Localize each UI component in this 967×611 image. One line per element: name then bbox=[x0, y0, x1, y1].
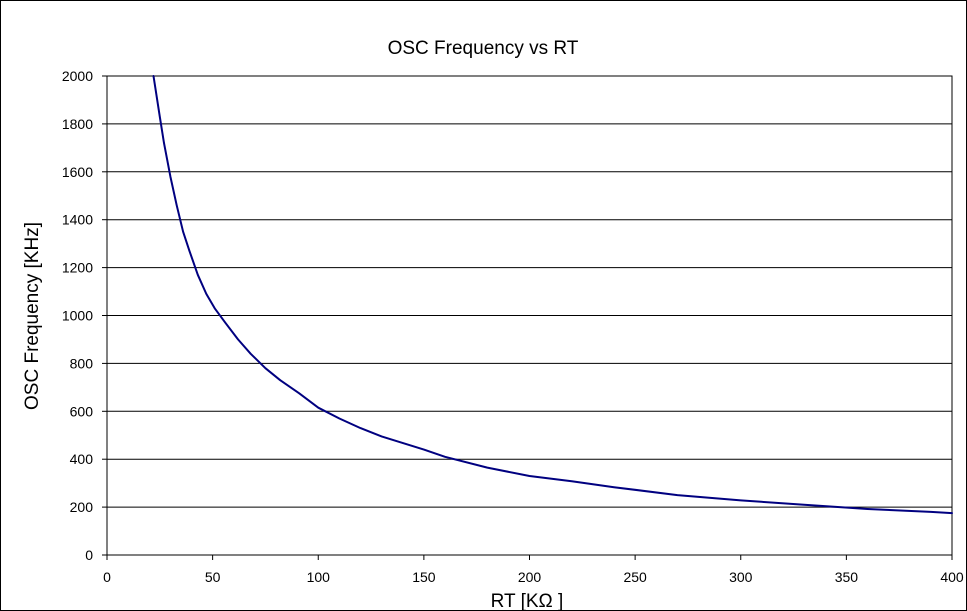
y-tick-label: 0 bbox=[85, 547, 93, 563]
y-tick-label: 1400 bbox=[62, 212, 93, 228]
y-axis-title: OSC Frequency [KHz] bbox=[22, 222, 43, 410]
x-tick-label: 400 bbox=[940, 569, 964, 585]
x-tick-label: 350 bbox=[835, 569, 859, 585]
y-tick-label: 200 bbox=[70, 499, 94, 515]
x-tick-label: 0 bbox=[103, 569, 111, 585]
y-tick-label: 600 bbox=[70, 403, 94, 419]
grid-layer bbox=[107, 75, 952, 556]
series-layer bbox=[152, 75, 953, 515]
x-axis-title: RT [KΩ ] bbox=[491, 591, 564, 611]
y-tick-label: 400 bbox=[70, 451, 94, 467]
x-tick-label: 150 bbox=[412, 569, 436, 585]
y-tick-label: 1000 bbox=[62, 308, 93, 324]
x-tick-label: 200 bbox=[518, 569, 542, 585]
chart-title: OSC Frequency vs RT bbox=[388, 38, 579, 59]
x-tick-label: 250 bbox=[623, 569, 647, 585]
y-tick-label: 1600 bbox=[62, 164, 93, 180]
x-tick-label: 50 bbox=[205, 569, 221, 585]
y-tick-label: 1800 bbox=[62, 116, 93, 132]
x-axis-ticks: 0 50 100 150 200 250 300 350 400 bbox=[103, 555, 964, 585]
series-line bbox=[152, 75, 953, 515]
y-tick-label: 800 bbox=[70, 355, 94, 371]
x-tick-label: 300 bbox=[729, 569, 753, 585]
y-axis-ticks: 0 200 400 600 800 1000 1200 1400 1600 1800 2000 bbox=[62, 68, 107, 563]
y-tick-label: 1200 bbox=[62, 260, 93, 276]
x-tick-label: 100 bbox=[307, 569, 331, 585]
y-tick-label: 2000 bbox=[62, 68, 93, 84]
